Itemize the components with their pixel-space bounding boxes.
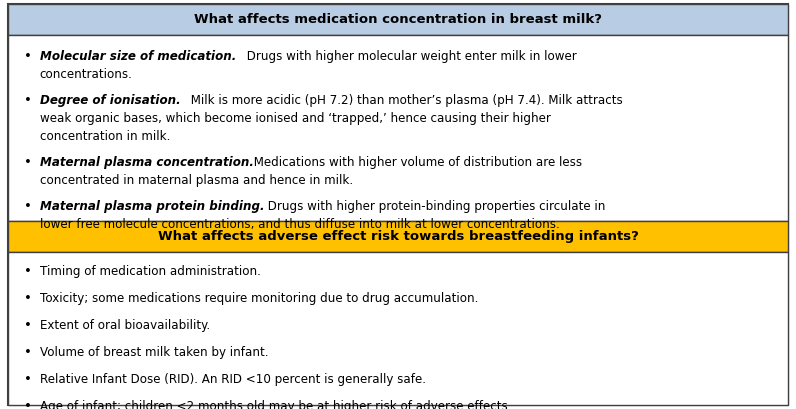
Text: Extent of oral bioavailability.: Extent of oral bioavailability. (40, 319, 210, 332)
Text: •: • (24, 373, 32, 386)
Text: •: • (24, 156, 32, 169)
FancyBboxPatch shape (8, 252, 788, 405)
Text: lower free molecule concentrations, and thus diffuse into milk at lower concentr: lower free molecule concentrations, and … (40, 218, 560, 231)
Text: Relative Infant Dose (RID). An RID <10 percent is generally safe.: Relative Infant Dose (RID). An RID <10 p… (40, 373, 426, 386)
Text: weak organic bases, which become ionised and ‘trapped,’ hence causing their high: weak organic bases, which become ionised… (40, 112, 551, 125)
Text: •: • (24, 94, 32, 108)
Text: Drugs with higher protein-binding properties circulate in: Drugs with higher protein-binding proper… (264, 200, 606, 213)
Text: What affects medication concentration in breast milk?: What affects medication concentration in… (194, 13, 602, 26)
FancyBboxPatch shape (8, 4, 788, 35)
Text: Maternal plasma protein binding.: Maternal plasma protein binding. (40, 200, 264, 213)
Text: Maternal plasma concentration.: Maternal plasma concentration. (40, 156, 254, 169)
Text: •: • (24, 265, 32, 278)
Text: Degree of ionisation.: Degree of ionisation. (40, 94, 181, 108)
Text: Drugs with higher molecular weight enter milk in lower: Drugs with higher molecular weight enter… (244, 50, 577, 63)
Text: Molecular size of medication.: Molecular size of medication. (40, 50, 236, 63)
Text: •: • (24, 50, 32, 63)
Text: Age of infant; children <2 months old may be at higher risk of adverse effects.: Age of infant; children <2 months old ma… (40, 400, 511, 409)
Text: Toxicity; some medications require monitoring due to drug accumulation.: Toxicity; some medications require monit… (40, 292, 478, 305)
Text: •: • (24, 400, 32, 409)
FancyBboxPatch shape (8, 35, 788, 221)
Text: •: • (24, 346, 32, 359)
Text: •: • (24, 200, 32, 213)
Text: concentrated in maternal plasma and hence in milk.: concentrated in maternal plasma and henc… (40, 174, 353, 187)
Text: Medications with higher volume of distribution are less: Medications with higher volume of distri… (250, 156, 583, 169)
Text: Milk is more acidic (pH 7.2) than mother’s plasma (pH 7.4). Milk attracts: Milk is more acidic (pH 7.2) than mother… (187, 94, 623, 108)
Text: concentrations.: concentrations. (40, 68, 133, 81)
Text: Volume of breast milk taken by infant.: Volume of breast milk taken by infant. (40, 346, 268, 359)
Text: concentration in milk.: concentration in milk. (40, 130, 170, 143)
FancyBboxPatch shape (8, 4, 788, 405)
Text: What affects adverse effect risk towards breastfeeding infants?: What affects adverse effect risk towards… (158, 230, 638, 243)
Text: Timing of medication administration.: Timing of medication administration. (40, 265, 260, 278)
Text: •: • (24, 319, 32, 332)
Text: •: • (24, 292, 32, 305)
FancyBboxPatch shape (8, 221, 788, 252)
